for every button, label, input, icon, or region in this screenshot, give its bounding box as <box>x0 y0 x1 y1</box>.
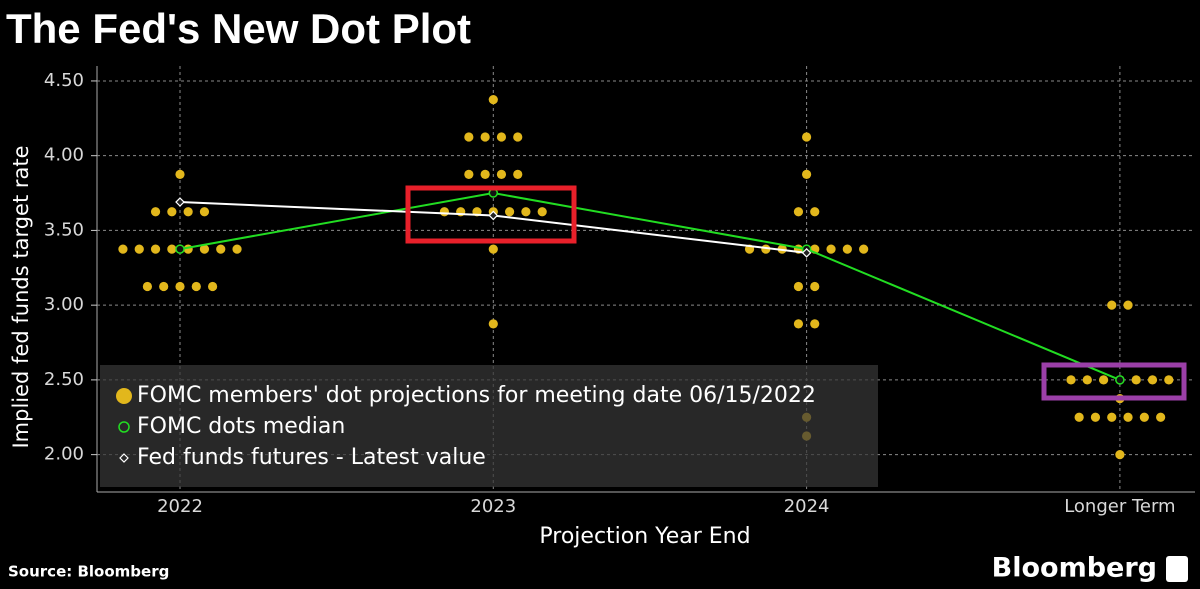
dot <box>802 169 812 179</box>
dot <box>521 207 531 217</box>
x-tick-label: 2023 <box>470 496 516 517</box>
dot <box>488 319 498 329</box>
dot <box>199 207 210 217</box>
legend-box <box>100 365 878 487</box>
highlight-box <box>405 185 577 244</box>
futures-marker <box>488 210 499 221</box>
dot <box>826 244 836 254</box>
dot <box>513 132 523 142</box>
dot <box>810 207 820 217</box>
median-marker <box>175 244 185 254</box>
dot <box>175 281 185 292</box>
dot <box>167 244 177 254</box>
dot <box>1066 375 1076 385</box>
dot <box>793 319 804 329</box>
brand-logo: Bloomberg <box>992 553 1157 584</box>
x-axis-label: Projection Year End <box>539 524 750 549</box>
dot <box>810 319 820 329</box>
dot <box>175 169 185 179</box>
legend: FOMC members' dot projections for meetin… <box>100 365 878 487</box>
y-tick-label: 3.00 <box>44 294 84 315</box>
dot <box>1156 412 1166 422</box>
dot <box>1139 412 1149 422</box>
dot <box>1123 300 1133 310</box>
dot <box>216 244 226 254</box>
dot <box>199 244 210 254</box>
dot <box>464 132 474 142</box>
y-tick-label: 3.50 <box>44 219 84 240</box>
dot <box>150 207 161 217</box>
chart-title: The Fed's New Dot Plot <box>6 5 471 52</box>
dot <box>1099 375 1109 385</box>
legend-label: FOMC members' dot projections for meetin… <box>137 383 816 408</box>
dot <box>159 281 169 292</box>
futures-marker <box>801 247 812 258</box>
dot <box>1164 375 1174 385</box>
y-axis-label: Implied fed funds target rate <box>9 145 33 448</box>
dot <box>496 169 507 179</box>
dot <box>183 207 193 217</box>
dot <box>842 244 852 254</box>
dot <box>439 207 449 217</box>
dot <box>513 169 523 179</box>
dot <box>1074 412 1084 422</box>
dot <box>488 244 498 254</box>
dot <box>496 132 507 142</box>
dot <box>793 207 804 217</box>
dot <box>1147 375 1158 385</box>
dot <box>480 132 490 142</box>
legend-label: Fed funds futures - Latest value <box>137 445 486 470</box>
x-tick-label: 2022 <box>157 496 203 517</box>
dot <box>134 244 144 254</box>
dot <box>208 281 218 292</box>
dot <box>464 169 474 179</box>
legend-marker <box>116 388 132 404</box>
dot <box>859 244 869 254</box>
median-marker <box>1115 375 1125 385</box>
x-tick-label: 2024 <box>784 496 830 517</box>
dot <box>488 95 498 105</box>
dot <box>1115 450 1125 460</box>
y-tick-label: 4.50 <box>44 70 84 91</box>
dot <box>1107 300 1117 310</box>
dot <box>118 244 128 254</box>
dot <box>480 169 490 179</box>
dot <box>1123 412 1133 422</box>
dot <box>537 207 547 217</box>
line <box>179 192 1121 381</box>
dot <box>505 207 515 217</box>
dot <box>802 132 812 142</box>
dot <box>232 244 242 254</box>
legend-label: FOMC dots median <box>137 414 345 439</box>
dot <box>1082 375 1092 385</box>
dot <box>1090 412 1101 422</box>
dot <box>1107 412 1117 422</box>
dot <box>150 244 161 254</box>
y-tick-label: 2.50 <box>44 369 84 390</box>
legend-marker <box>119 453 129 463</box>
dot <box>1131 375 1141 385</box>
dot <box>142 281 152 292</box>
x-tick-label: Longer Term <box>1064 496 1175 517</box>
source: Source: Bloomberg <box>8 563 169 581</box>
dot <box>167 207 177 217</box>
y-tick-label: 2.00 <box>44 444 84 465</box>
dot <box>810 281 820 292</box>
brand-icon <box>1166 556 1188 582</box>
dot <box>191 281 201 292</box>
dot <box>793 281 804 292</box>
highlight-box <box>1041 362 1187 401</box>
y-tick-label: 4.00 <box>44 145 84 166</box>
futures-marker <box>175 197 185 207</box>
legend-marker <box>118 421 130 433</box>
